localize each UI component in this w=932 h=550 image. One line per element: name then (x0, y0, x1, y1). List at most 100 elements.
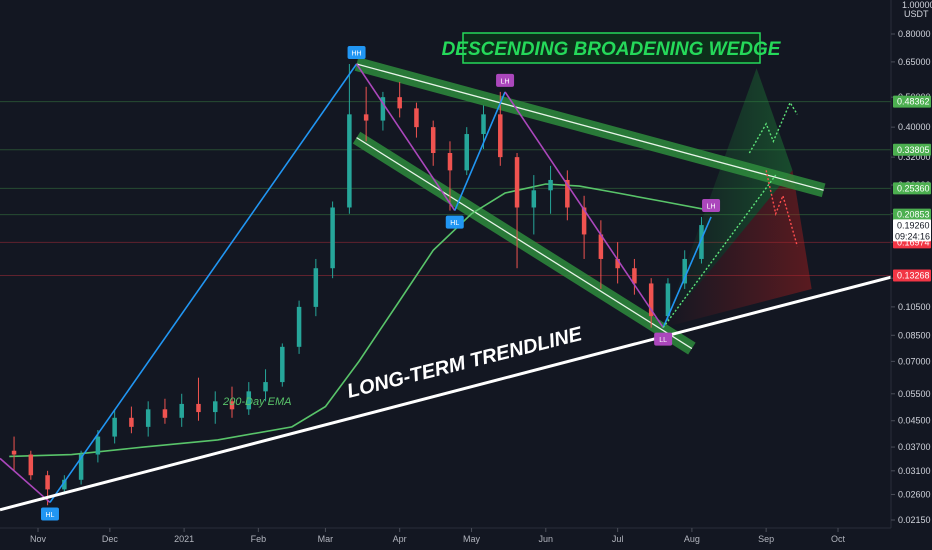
swing-line-blue (49, 63, 358, 503)
price-axis[interactable]: 1.00000 USDT 0.800000.650000.500000.4000… (890, 0, 932, 528)
candle-body (632, 268, 637, 284)
candle-body (447, 152, 453, 171)
candle-body (129, 417, 134, 427)
bullish-zone (663, 68, 793, 328)
title-box (462, 32, 761, 64)
ema-200-line (9, 183, 712, 458)
swing-marker-lh: LH (702, 198, 721, 212)
x-tick-label: Nov (30, 534, 47, 544)
candle-body (162, 409, 168, 418)
x-ticks: Nov Dec 2021 Feb Mar Apr May Jun Jul Aug Sep Oct (30, 528, 846, 544)
x-tick-label: Apr (393, 534, 407, 544)
candle-body (481, 114, 486, 135)
swing-marker-lh: LH (496, 73, 515, 87)
price-badge-label: 0.20853 (897, 210, 930, 220)
candle-body (62, 479, 67, 490)
x-tick-label: Mar (318, 534, 334, 544)
title-text: DESCENDING BROADENING WEDGE (442, 39, 782, 60)
currency-label: USDT (904, 9, 929, 19)
candle-body (598, 234, 604, 259)
candle-body (313, 268, 319, 307)
candle-body (11, 450, 17, 455)
swing-line-blue (662, 216, 712, 328)
candle-body (78, 454, 84, 480)
lower-wedge-line-edge (356, 137, 693, 350)
candle-body (565, 179, 570, 208)
wedge-channels (352, 57, 826, 355)
y-tick-label: 0.05500 (898, 389, 931, 399)
last-price-badge-label: 0.19260 (897, 220, 930, 230)
swing-marker-box (496, 73, 515, 87)
last-price-badge-bg (893, 219, 931, 242)
candle-body (212, 401, 218, 413)
swing-marker-hl: HL (40, 507, 59, 521)
candle-body (615, 258, 620, 269)
candle-body (531, 190, 537, 208)
swing-marker-box (445, 215, 464, 229)
bullish-path (748, 101, 798, 154)
upper-wedge-line-edge (356, 63, 824, 191)
y-tick-label: 0.32000 (898, 152, 931, 162)
ema-layer (9, 183, 712, 458)
candle-body (263, 382, 268, 392)
candle-body (196, 403, 201, 413)
swing-marker-box (40, 507, 59, 521)
candle-body (95, 436, 101, 455)
y-tick-label: 0.07000 (898, 356, 931, 366)
x-tick-label: Jul (612, 534, 624, 544)
price-badge-bg (893, 95, 931, 108)
price-badge-bg (893, 143, 931, 156)
y-tick-label: 0.40000 (898, 122, 931, 132)
candle-body (330, 207, 335, 269)
candles (11, 63, 704, 506)
candle-body (414, 108, 419, 128)
swing-line-blue (454, 91, 506, 211)
candle-body (179, 403, 184, 418)
time-axis[interactable]: Nov Dec 2021 Feb Mar Apr May Jun Jul Aug Sep Oct (0, 527, 891, 544)
x-tick-label: Sep (758, 534, 774, 544)
x-tick-label: Oct (831, 534, 846, 544)
swing-marker-label: LH (707, 203, 716, 210)
candle-body (280, 346, 285, 383)
swing-line-purple (504, 91, 664, 329)
candle-body (397, 97, 402, 109)
swing-marker-label: LH (501, 78, 510, 85)
ema-label: 200-Day EMA (222, 396, 291, 408)
y-tick-label: 0.80000 (898, 29, 931, 39)
price-badge-label: 0.33805 (897, 145, 930, 155)
axis-top-label: 1.00000 (902, 0, 932, 10)
trendline-label: LONG-TERM TRENDLINE (345, 323, 585, 403)
swing-line-purple (355, 63, 456, 212)
candle-body (112, 417, 117, 437)
breakout-path (662, 174, 777, 329)
candle-body (464, 134, 469, 171)
x-tick-label: Dec (102, 534, 119, 544)
candle-body (380, 97, 386, 121)
price-badge-bg (893, 182, 931, 195)
swing-marker-label: HH (352, 50, 362, 57)
candle-body (145, 409, 151, 427)
candle-body (548, 179, 553, 191)
price-badge-label: 0.25360 (897, 183, 930, 193)
candle-body (648, 283, 654, 317)
bearish-path (765, 170, 798, 247)
price-badge-bg (893, 208, 931, 221)
swing-marker-hl: HL (445, 215, 464, 229)
swing-marker-label: HL (45, 512, 54, 519)
price-badge-label: 0.48362 (897, 97, 930, 107)
trendline-line (0, 275, 892, 512)
swing-marker-box (702, 198, 721, 212)
swing-marker-box (654, 332, 673, 346)
projection-zones (663, 68, 812, 328)
y-tick-label: 0.65000 (898, 57, 931, 67)
x-tick-label: Feb (251, 534, 267, 544)
price-badge-label: 0.16974 (897, 237, 930, 247)
price-badges: 0.48362 0.33805 0.25360 0.20853 0.16974 0.132… (893, 95, 931, 282)
y-tick-label: 0.03100 (898, 466, 931, 476)
price-badge-bg (893, 269, 931, 282)
candle-body (246, 391, 252, 410)
candle-body (682, 258, 687, 284)
x-tick-label: Aug (684, 534, 700, 544)
